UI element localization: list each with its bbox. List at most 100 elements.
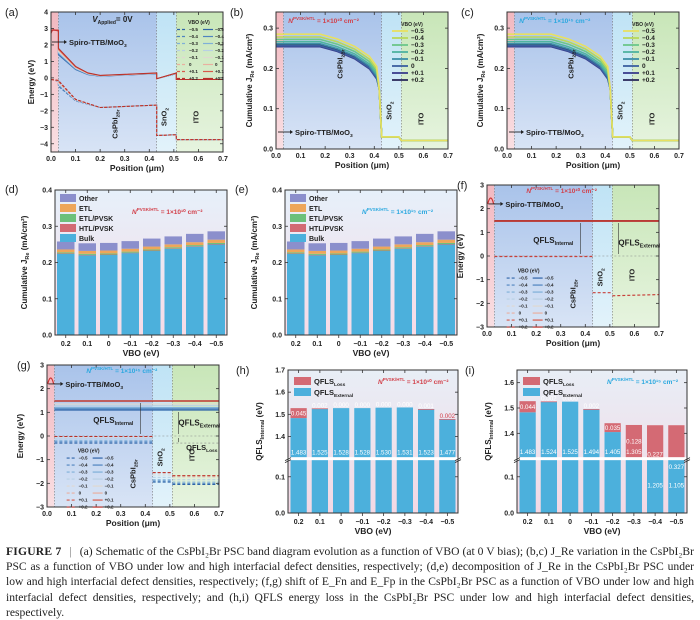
y-tick-label: 0.1	[275, 474, 285, 481]
bar-value-loss: 0.044	[520, 404, 536, 411]
bar-segment-bulk	[164, 248, 182, 335]
x-tick-label: 0.6	[419, 153, 429, 160]
bar-segment-etl	[308, 250, 326, 254]
legend-label: −0.2	[519, 297, 528, 302]
legend-label: −0.2	[545, 297, 554, 302]
x-tick-label: −0.2	[145, 341, 159, 348]
bar-qfls-loss	[625, 424, 642, 458]
bar-value-loss: 0.002	[312, 402, 328, 409]
bar-value-external: 1.483	[291, 449, 307, 456]
x-tick-label: −0.4	[418, 341, 432, 348]
y-tick-label: −3	[40, 125, 48, 132]
bar-segment-htl-pvsk	[57, 253, 75, 254]
bar-segment-other	[287, 241, 305, 250]
x-tick-label: 0.7	[654, 331, 664, 338]
legend-label: −0.3	[519, 290, 528, 295]
bar-segment-htl-pvsk	[100, 254, 118, 256]
legend-label: +0.2	[189, 76, 198, 81]
y-tick-label: 0.1	[272, 296, 282, 303]
vbo-legend-title: VBO (eV)	[518, 269, 540, 275]
legend-label: 0	[411, 63, 415, 70]
bar-segment-other	[308, 243, 326, 251]
legend-label: HTL/PVSK	[309, 226, 344, 233]
region-label-ito: ITO	[416, 113, 425, 126]
bar-qfls-external-lower	[290, 458, 307, 513]
x-tick-label: 0.1	[315, 519, 325, 526]
x-tick-label: 0.7	[218, 156, 228, 163]
bar-segment-other	[207, 231, 225, 240]
bar-segment-etl-pvsk	[186, 245, 204, 247]
legend-label: −0.5	[215, 27, 224, 32]
y-tick-label: 1.6	[504, 380, 514, 387]
legend-swatch	[60, 194, 76, 202]
legend-label: Bulk	[79, 236, 94, 243]
x-tick-label: 0.2	[320, 153, 330, 160]
htl-band-bump	[487, 197, 495, 205]
qfls-external-label: QFLSExternal	[618, 238, 660, 249]
y-tick-label: 0.0	[504, 511, 514, 518]
bar-qfls-external	[439, 419, 456, 459]
legend-swatch	[294, 377, 311, 385]
x-tick-label: 0.5	[394, 153, 404, 160]
bar-value-external: 1.524	[541, 449, 557, 456]
bar-value-external: 1.477	[440, 449, 456, 456]
y-tick-label: 0.0	[494, 147, 504, 154]
bar-segment-etl-pvsk	[373, 249, 391, 251]
y-tick-label: 3	[40, 363, 44, 370]
y-tick-label: −3	[36, 505, 44, 512]
legend-label: −0.3	[642, 42, 655, 49]
bar-value-loss: 0.000	[333, 402, 349, 409]
legend-label: −0.1	[545, 304, 554, 309]
y-tick-label: 0.1	[504, 474, 514, 481]
x-tick-label: 0.3	[556, 331, 566, 338]
x-axis-label: Position (μm)	[566, 160, 620, 170]
legend-swatch	[60, 204, 76, 212]
legend-label: −0.2	[642, 49, 655, 56]
bar-segment-other	[437, 231, 455, 240]
x-tick-label: 0.6	[194, 156, 204, 163]
bar-value-loss: 0.000	[376, 402, 392, 409]
bar-segment-etl	[164, 244, 182, 248]
x-tick-label: −0.5	[669, 519, 683, 526]
x-tick-label: −0.5	[440, 519, 454, 526]
bar-segment-other	[373, 238, 391, 247]
legend-label: −0.4	[189, 34, 198, 39]
legend-label: +0.1	[105, 498, 114, 503]
region-sno2	[612, 12, 633, 149]
legend-swatch	[290, 234, 306, 242]
bar-segment-bulk	[351, 253, 369, 335]
x-tick-label: 0.6	[650, 153, 660, 160]
x-tick-label: 0.4	[600, 153, 610, 160]
x-axis-label: VBO (eV)	[584, 526, 621, 536]
bar-qfls-external	[290, 418, 307, 459]
bar-segment-htl-pvsk	[373, 250, 391, 252]
bar-segment-bulk	[287, 253, 305, 335]
y-tick-label: −1	[36, 457, 44, 464]
bar-segment-etl-pvsk	[164, 247, 182, 249]
arrow-head-icon	[64, 40, 67, 44]
bar-segment-etl	[416, 242, 434, 246]
legend-label: −0.1	[215, 55, 224, 60]
x-tick-label: 0.5	[625, 153, 635, 160]
region-label-htl: Spiro-TTB/MoO3	[526, 128, 584, 139]
bar-segment-etl-pvsk	[330, 253, 348, 255]
qfls-internal-label: QFLSInternal	[533, 236, 574, 247]
legend-swatch	[290, 194, 306, 202]
x-tick-label: 0.1	[507, 331, 517, 338]
bar-qfls-loss	[311, 408, 328, 410]
bar-segment-htl-pvsk	[308, 254, 326, 256]
axis-break-gap	[517, 457, 687, 461]
y-tick-label: 0.3	[494, 26, 504, 33]
region-sno2	[381, 12, 402, 149]
qfls-internal-label: QFLSInternal	[93, 416, 134, 427]
x-tick-label: 0.1	[312, 341, 322, 348]
panel-label: (f)	[457, 180, 467, 192]
bar-qfls-loss	[604, 423, 621, 433]
bar-segment-bulk	[100, 254, 118, 335]
bar-qfls-external-lower	[519, 458, 536, 513]
htl-band-bump	[47, 377, 55, 385]
bar-value-loss: 0.327	[669, 464, 685, 471]
y-tick-label: 0.2	[494, 66, 504, 73]
legend-label: −0.1	[642, 56, 655, 63]
bar-segment-htl-pvsk	[351, 252, 369, 254]
